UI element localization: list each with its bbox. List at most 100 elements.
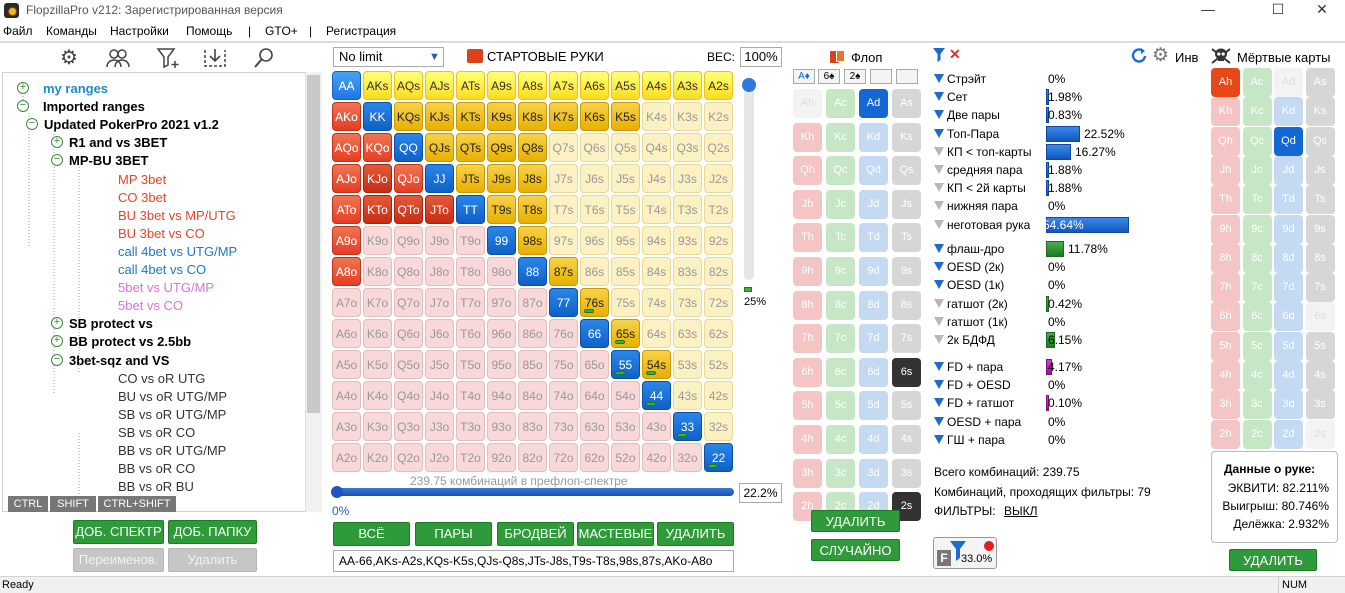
dead-card-Js[interactable]: Js <box>1305 155 1335 185</box>
hand-cell-J3s[interactable]: J3s <box>673 164 702 193</box>
hand-cell-T6s[interactable]: T6s <box>580 195 609 224</box>
flop-slot[interactable]: 2♠ <box>844 69 866 84</box>
flop-delete-button[interactable]: УДАЛИТЬ <box>811 510 900 532</box>
weight-input[interactable]: 100% <box>740 47 782 67</box>
hand-cell-52o[interactable]: 52o <box>611 443 640 472</box>
hand-cell-J9s[interactable]: J9s <box>487 164 516 193</box>
hand-cell-43s[interactable]: 43s <box>673 381 702 410</box>
dead-card-8h[interactable]: 8h <box>1211 243 1240 273</box>
dead-card-8c[interactable]: 8c <box>1242 243 1272 273</box>
hand-cell-86o[interactable]: 86o <box>518 319 547 348</box>
dead-card-9h[interactable]: 9h <box>1211 214 1240 244</box>
hand-cell-J5o[interactable]: J5o <box>425 350 454 379</box>
flop-card-7h[interactable]: 7h <box>793 324 822 354</box>
filter-icon[interactable] <box>934 298 944 308</box>
dead-card-As[interactable]: As <box>1305 68 1335 97</box>
hand-cell-93o[interactable]: 93o <box>487 412 516 441</box>
hand-cell-66[interactable]: 66 <box>580 319 609 348</box>
flop-card-As[interactable]: As <box>892 89 921 118</box>
hand-cell-72o[interactable]: 72o <box>549 443 578 472</box>
flop-card-4s[interactable]: 4s <box>892 425 921 454</box>
expand-icon[interactable]: + <box>51 136 63 149</box>
dead-card-8s[interactable]: 8s <box>1305 243 1335 273</box>
dead-card-3h[interactable]: 3h <box>1211 390 1240 420</box>
flop-card-Ah[interactable]: Ah <box>793 89 822 118</box>
pairs-button[interactable]: ПАРЫ <box>415 522 492 546</box>
hand-cell-43o[interactable]: 43o <box>642 412 671 441</box>
stat-row[interactable]: FD + пара 4.17% <box>934 358 1134 376</box>
hand-cell-Q3s[interactable]: Q3s <box>673 133 702 162</box>
flop-card-3c[interactable]: 3c <box>826 458 855 488</box>
dead-card-6h[interactable]: 6h <box>1211 302 1240 332</box>
hand-cell-53s[interactable]: 53s <box>673 350 702 379</box>
dead-card-Ts[interactable]: Ts <box>1305 185 1335 215</box>
stat-row[interactable]: КП < 2й карты 1.88% <box>934 179 1134 197</box>
filter-icon[interactable] <box>934 110 944 120</box>
dead-card-Qd[interactable]: Qd <box>1274 126 1303 156</box>
flop-card-5c[interactable]: 5c <box>826 391 855 421</box>
menu-settings[interactable]: Настройки <box>110 24 169 38</box>
hand-cell-KJs[interactable]: KJs <box>425 102 454 131</box>
hand-cell-A5s[interactable]: A5s <box>611 71 640 100</box>
hand-cell-KTs[interactable]: KTs <box>456 102 485 131</box>
dead-card-3s[interactable]: 3s <box>1305 390 1335 420</box>
hand-cell-K5o[interactable]: K5o <box>363 350 392 379</box>
dead-card-5d[interactable]: 5d <box>1274 331 1303 361</box>
dead-card-4d[interactable]: 4d <box>1274 361 1303 390</box>
hand-cell-52s[interactable]: 52s <box>704 350 733 379</box>
flop-card-Qc[interactable]: Qc <box>826 156 855 186</box>
dead-card-Qc[interactable]: Qc <box>1242 126 1272 156</box>
hand-cell-J3o[interactable]: J3o <box>425 412 454 441</box>
tree-node[interactable]: CO 3bet <box>3 188 303 206</box>
menu-commands[interactable]: Команды <box>46 24 97 38</box>
dead-card-9c[interactable]: 9c <box>1242 214 1272 244</box>
refresh-icon[interactable] <box>1130 48 1148 66</box>
hand-cell-AKo[interactable]: AKo <box>332 102 361 131</box>
add-spectrum-button[interactable]: ДОБ. СПЕКТР <box>73 520 164 544</box>
hand-cell-K4s[interactable]: K4s <box>642 102 671 131</box>
dead-card-4s[interactable]: 4s <box>1305 361 1335 390</box>
hand-cell-76s[interactable]: 76s <box>580 288 609 317</box>
hand-cell-73o[interactable]: 73o <box>549 412 578 441</box>
collapse-icon[interactable]: − <box>26 118 38 131</box>
hand-cell-A7o[interactable]: A7o <box>332 288 361 317</box>
hand-cell-63s[interactable]: 63s <box>673 319 702 348</box>
dead-card-7s[interactable]: 7s <box>1305 273 1335 303</box>
hand-cell-97o[interactable]: 97o <box>487 288 516 317</box>
flop-card-Ad[interactable]: Ad <box>859 89 888 118</box>
dead-card-2d[interactable]: 2d <box>1274 419 1303 449</box>
hand-cell-T2s[interactable]: T2s <box>704 195 733 224</box>
hand-cell-Q9o[interactable]: Q9o <box>394 226 423 255</box>
dead-card-2h[interactable]: 2h <box>1211 419 1240 449</box>
hand-cell-K8s[interactable]: K8s <box>518 102 547 131</box>
hand-cell-J4o[interactable]: J4o <box>425 381 454 410</box>
hand-cell-T4o[interactable]: T4o <box>456 381 485 410</box>
hand-cell-84s[interactable]: 84s <box>642 257 671 286</box>
dead-card-8d[interactable]: 8d <box>1274 243 1303 273</box>
range-tree[interactable]: + my ranges − Imported ranges − Updated Poker… <box>2 72 322 512</box>
flop-card-5s[interactable]: 5s <box>892 391 921 421</box>
hand-cell-KK[interactable]: KK <box>363 102 392 131</box>
tree-node[interactable]: + BB protect vs 2.5bb <box>3 332 303 350</box>
hand-cell-T8o[interactable]: T8o <box>456 257 485 286</box>
hand-cell-A3o[interactable]: A3o <box>332 412 361 441</box>
hand-cell-75o[interactable]: 75o <box>549 350 578 379</box>
flop-card-7c[interactable]: 7c <box>826 324 855 354</box>
hand-cell-AQo[interactable]: AQo <box>332 133 361 162</box>
collapse-icon[interactable]: − <box>17 100 29 113</box>
hand-cell-K8o[interactable]: K8o <box>363 257 392 286</box>
dead-card-Tc[interactable]: Tc <box>1242 185 1272 215</box>
hand-cell-55[interactable]: 55 <box>611 350 640 379</box>
hand-cell-93s[interactable]: 93s <box>673 226 702 255</box>
hand-cell-A2o[interactable]: A2o <box>332 443 361 472</box>
hand-cell-T3o[interactable]: T3o <box>456 412 485 441</box>
hand-cell-A3s[interactable]: A3s <box>673 71 702 100</box>
filter-icon[interactable] <box>933 48 945 62</box>
hand-cell-K4o[interactable]: K4o <box>363 381 392 410</box>
stat-row[interactable]: неготовая рука 54.64% <box>934 216 1134 234</box>
hand-cell-QTo[interactable]: QTo <box>394 195 423 224</box>
hand-cell-88[interactable]: 88 <box>518 257 547 286</box>
filter-icon[interactable] <box>934 183 944 193</box>
filter-stat-button[interactable]: F 33.0% <box>933 537 997 569</box>
import-icon[interactable] <box>202 46 226 70</box>
